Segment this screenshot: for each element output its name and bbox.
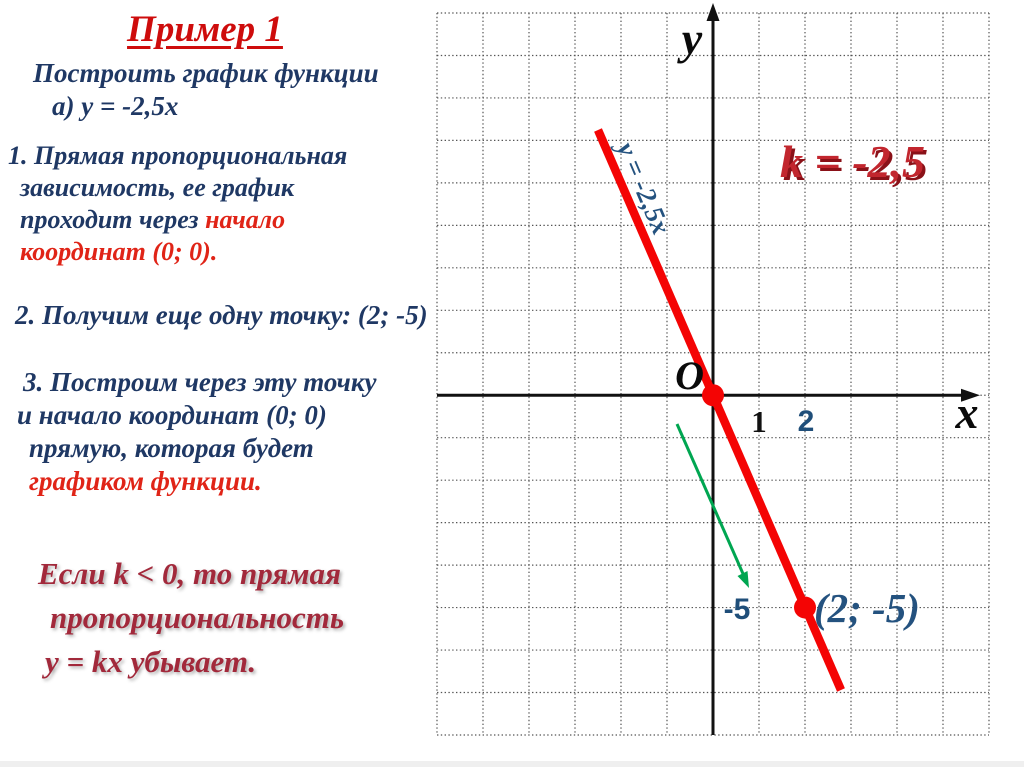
step-1-line-3: проходит через начало: [20, 205, 286, 234]
origin-point: [702, 384, 724, 407]
step-3-line-1: 3. Построим через эту точку: [23, 367, 377, 397]
slide-bottom-edge: [0, 761, 1024, 767]
rule-note: Если k < 0, то прямая пропорциональность…: [38, 552, 344, 684]
step-3-text: 3. Построим через эту точку и начало коо…: [17, 366, 377, 498]
slope-arrow: [675, 423, 746, 577]
step-3-line-2: и начало координат (0; 0): [17, 400, 327, 430]
k-value-label: k = -2,5: [780, 136, 925, 187]
step-1-line-4: координат (0; 0).: [20, 237, 218, 266]
step-1-line-1: 1. Прямая пропорциональная: [8, 141, 348, 170]
step-2-text: 2. Получим еще одну точку: (2; -5): [15, 300, 428, 330]
y-axis-arrowhead: [706, 3, 720, 21]
rule-note-line-1: Если k < 0, то прямая: [38, 556, 341, 591]
slope-arrowhead: [737, 571, 749, 588]
point-2-minus5: [794, 596, 816, 619]
point-coordinates-label: (2; -5): [814, 585, 920, 631]
x-axis-arrowhead: [961, 388, 980, 402]
y-axis-label: y: [677, 13, 703, 64]
tick-label-1: 1: [751, 404, 767, 439]
step-1-text: 1. Прямая пропорциональная зависимость, …: [8, 140, 347, 268]
rule-note-line-2: пропорциональность: [50, 600, 345, 635]
tick-label-minus5: -5: [724, 593, 751, 626]
origin-label: O: [675, 353, 704, 398]
step-1-line-2: зависимость, ее график: [20, 173, 295, 202]
tick-label-2: 2: [798, 405, 815, 438]
function-line: [594, 128, 845, 692]
rule-note-line-3: у = kх убывает.: [45, 644, 257, 679]
step-3-line-4: графиком функции.: [29, 466, 262, 496]
step-3-line-3: прямую, которая будет: [29, 433, 314, 463]
task-text: Построить график функции: [33, 58, 379, 88]
task-function: а) у = -2,5х: [52, 91, 179, 121]
k-value-label-shadow: k = -2,5: [783, 139, 928, 190]
x-axis-label: x: [955, 387, 979, 438]
slide-title: Пример 1: [127, 9, 283, 50]
